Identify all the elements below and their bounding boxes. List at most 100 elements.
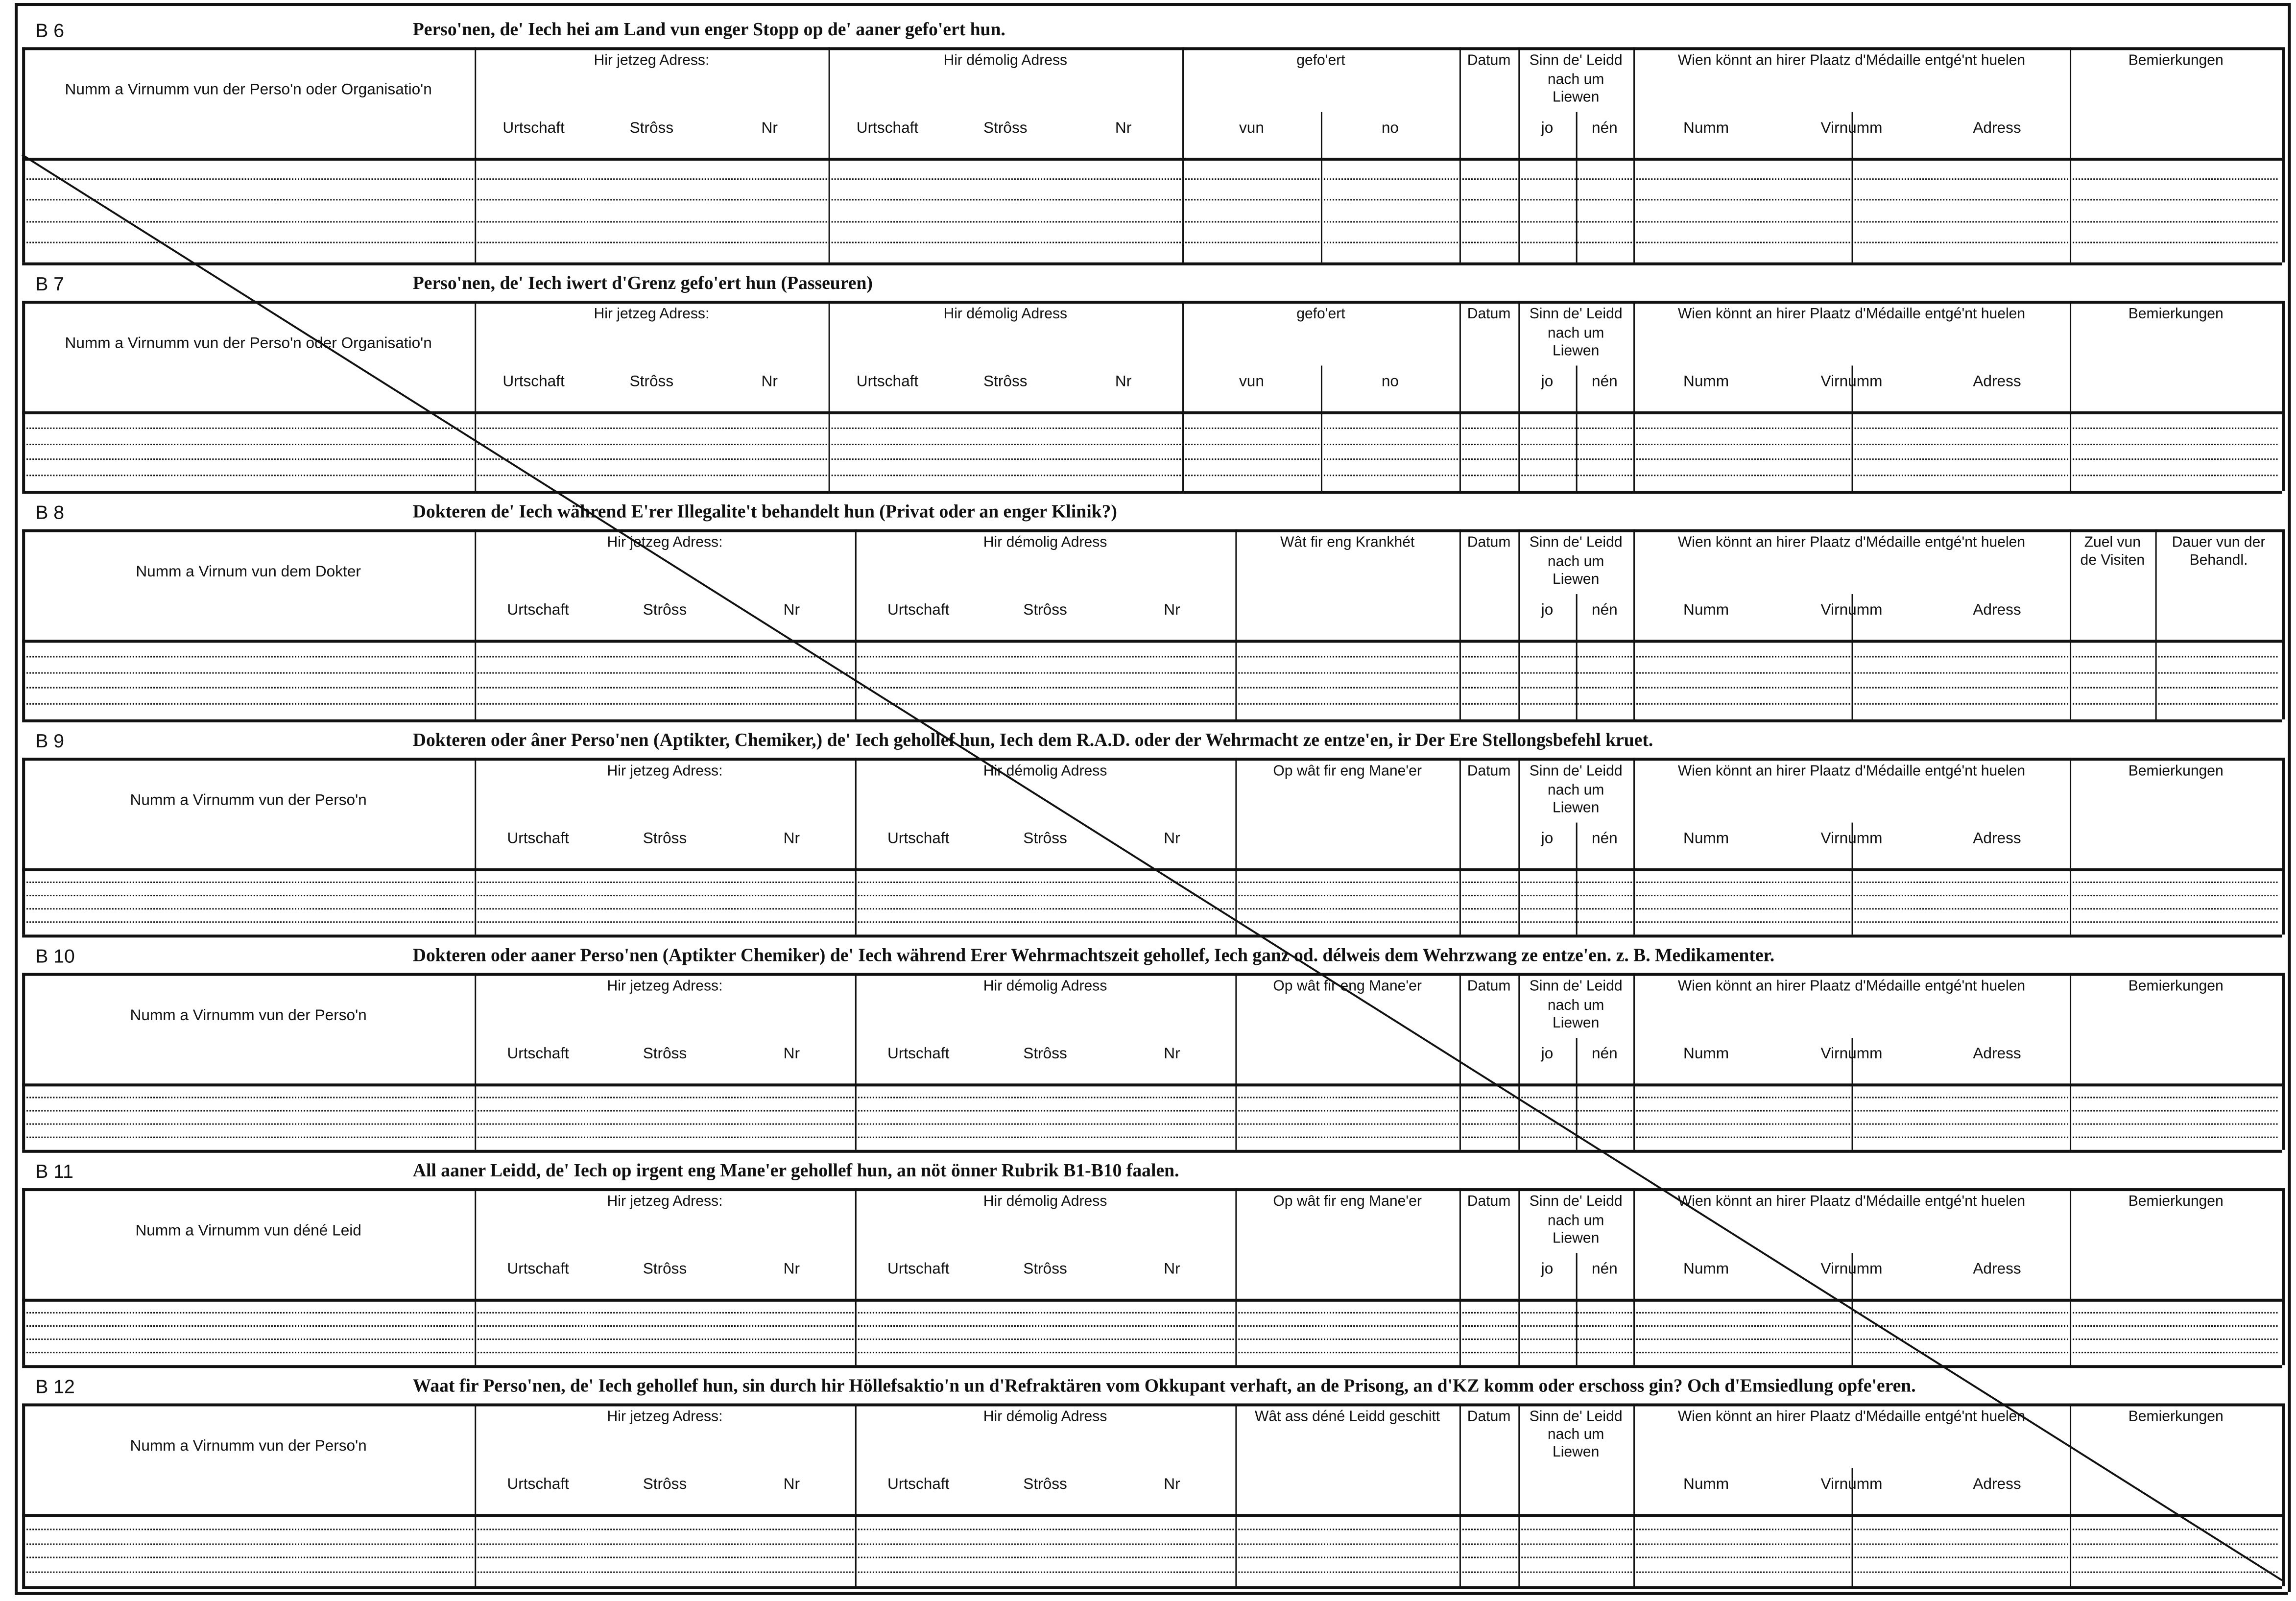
rule — [2282, 47, 2285, 263]
rule — [475, 529, 477, 719]
rule — [26, 1543, 2278, 1545]
column-header: Wien könnt an hirer Plaatz d'Médaille en… — [1677, 764, 2026, 780]
sub-header: vun — [1239, 373, 1264, 391]
column-header: Wien könnt an hirer Plaatz d'Médaille en… — [1677, 535, 2026, 551]
sub-header: jo — [1541, 1045, 1554, 1063]
rule — [1633, 47, 1635, 263]
rule — [1518, 47, 1520, 263]
column-header: Hir jetzeg Adress: — [607, 1194, 723, 1211]
column-header: Datum — [1467, 764, 1511, 780]
column-header: Wien könnt an hirer Plaatz d'Médaille en… — [1677, 979, 2026, 995]
column-header: Hir jetzeg Adress: — [607, 764, 723, 780]
rule — [22, 973, 2282, 976]
column-header: Numm a Virnumm vun der Perso'n oder Orga… — [65, 81, 432, 99]
column-header: Numm a Virnum vun dem Dokter — [136, 563, 361, 581]
rule — [828, 47, 830, 263]
sub-header: Nr — [1164, 601, 1180, 620]
column-header: Hir démolig Adress — [943, 307, 1068, 323]
column-header: Sinn de' Leidd nach um Liewen — [1529, 979, 1623, 1032]
column-header: Bemierkungen — [2128, 979, 2224, 995]
sub-header: Numm — [1683, 1045, 1729, 1063]
rule — [22, 411, 2282, 414]
sub-header: no — [1381, 119, 1399, 137]
rule — [1235, 1403, 1237, 1586]
sub-header: Strôss — [629, 373, 674, 391]
rule — [22, 758, 25, 935]
rule — [26, 895, 2278, 897]
sub-header: Urtschaft — [887, 601, 950, 620]
column-header: Wien könnt an hirer Plaatz d'Médaille en… — [1677, 1409, 2026, 1426]
column-header: Wien könnt an hirer Plaatz d'Médaille en… — [1677, 1194, 2026, 1211]
rule — [1851, 594, 1853, 719]
sub-header: Urtschaft — [502, 373, 565, 391]
column-header: Bemierkungen — [2128, 764, 2224, 780]
rule — [2070, 529, 2072, 719]
rule — [2282, 1188, 2285, 1365]
sub-header: Urtschaft — [507, 1476, 569, 1494]
rule — [1320, 365, 1322, 491]
rule — [1576, 594, 1578, 719]
sub-header: Nr — [761, 373, 778, 391]
sub-header: Nr — [1164, 1045, 1180, 1063]
rule — [1576, 365, 1578, 491]
column-header: Hir démolig Adress — [983, 979, 1107, 995]
sub-header: Urtschaft — [887, 1045, 950, 1063]
rule — [26, 1557, 2278, 1559]
section-title: Perso'nen, de' Iech iwert d'Grenz gefo'e… — [412, 272, 873, 293]
column-header: Hir jetzeg Adress: — [594, 307, 710, 323]
column-header: Sinn de' Leidd nach um Liewen — [1529, 535, 1623, 588]
sub-header: jo — [1541, 601, 1554, 620]
rule — [1235, 529, 1237, 719]
rule — [2070, 47, 2072, 263]
sub-header: Nr — [783, 1045, 800, 1063]
section-title: Dokteren oder aaner Perso'nen (Aptikter … — [412, 945, 1775, 966]
section-title: Waat fir Perso'nen, de' Iech gehollef hu… — [412, 1375, 1916, 1396]
rule — [22, 1403, 25, 1586]
sub-header: vun — [1239, 119, 1264, 137]
rule — [1851, 365, 1853, 491]
rule — [855, 529, 857, 719]
sub-header: Strôss — [1023, 830, 1067, 848]
section-code: B 8 — [35, 501, 64, 524]
sub-header: nén — [1592, 119, 1618, 137]
rule — [26, 427, 2278, 429]
rule — [22, 47, 2282, 50]
column-header: Numm a Virnumm vun der Perso'n oder Orga… — [65, 335, 432, 353]
section-code: B 12 — [35, 1375, 75, 1398]
section-code: B 10 — [35, 945, 75, 967]
sub-header: Strôss — [643, 1476, 687, 1494]
column-header: Wien könnt an hirer Plaatz d'Médaille en… — [1677, 307, 2026, 323]
sub-header: Strôss — [643, 830, 687, 848]
column-header: Hir jetzeg Adress: — [594, 53, 710, 70]
sub-header: nén — [1592, 830, 1618, 848]
column-header: Hir jetzeg Adress: — [607, 979, 723, 995]
column-header: Op wât fir eng Mane'er — [1273, 979, 1422, 995]
sub-header: Numm — [1683, 119, 1729, 137]
sub-header: nén — [1592, 1260, 1618, 1278]
sub-header: nén — [1592, 373, 1618, 391]
rule — [2288, 3, 2291, 1592]
column-header: Bemierkungen — [2128, 307, 2224, 323]
rule — [1182, 301, 1184, 491]
rule — [1576, 1038, 1578, 1150]
section-code: B 6 — [35, 19, 64, 42]
rule — [2282, 529, 2285, 719]
rule — [2282, 301, 2285, 491]
rule — [26, 908, 2278, 910]
rule — [2155, 529, 2157, 719]
sub-header: Adress — [1973, 830, 2021, 848]
sub-header: Nr — [1164, 1260, 1180, 1278]
rule — [1459, 301, 1461, 491]
column-header: Sinn de' Leidd nach um Liewen — [1529, 1409, 1623, 1461]
column-header: Hir démolig Adress — [983, 764, 1107, 780]
sub-header: Urtschaft — [507, 1045, 569, 1063]
rule — [15, 3, 2288, 6]
column-header: Wien könnt an hirer Plaatz d'Médaille en… — [1677, 53, 2026, 70]
column-header: Bemierkungen — [2128, 1409, 2224, 1426]
sub-header: Adress — [1973, 119, 2021, 137]
rule — [26, 1528, 2278, 1530]
sub-header: Urtschaft — [507, 1260, 569, 1278]
rule — [22, 47, 25, 263]
sub-header: jo — [1541, 830, 1554, 848]
rule — [1851, 1253, 1853, 1365]
